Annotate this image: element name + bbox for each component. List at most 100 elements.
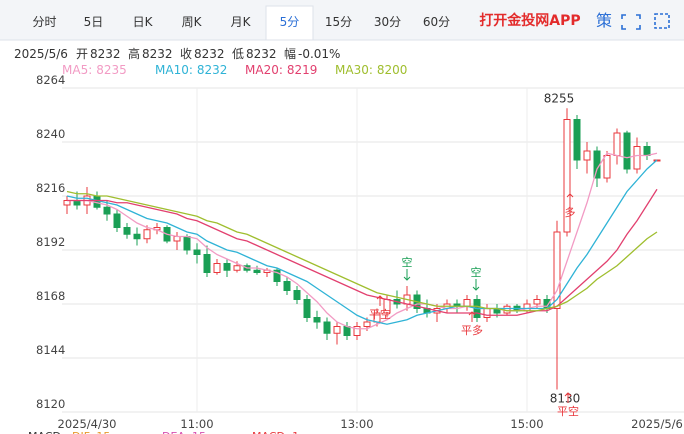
y-tick-label: 8144	[36, 343, 65, 357]
candle-body	[353, 326, 361, 336]
tab[interactable]: 60分	[423, 15, 450, 29]
ma-line	[66, 190, 658, 312]
candle-body	[583, 150, 591, 161]
signal-label: 平空	[557, 404, 579, 418]
candle-body	[463, 299, 471, 307]
legend-separator: :	[279, 63, 283, 77]
legend-entry: MA5: 8235	[62, 63, 127, 77]
candle-body	[603, 155, 611, 179]
candle-body	[533, 299, 541, 305]
candle-body	[273, 269, 281, 282]
info-label: 幅	[284, 46, 296, 61]
signal-label: 多	[565, 205, 576, 219]
legend-value: 8200	[377, 63, 408, 77]
ma-line	[67, 152, 658, 330]
candle-body	[573, 119, 581, 161]
ma-line	[67, 188, 658, 316]
legend-value: 8232	[197, 63, 228, 77]
candle-body	[633, 146, 641, 170]
signal-label: 平空	[369, 307, 391, 321]
x-tick-label: 2025/4/30	[58, 417, 117, 431]
legend-name: MA30	[335, 63, 369, 77]
menu-icon[interactable]	[654, 13, 670, 29]
y-tick-label: 8168	[36, 289, 65, 303]
tab[interactable]: 月K	[231, 15, 252, 29]
signal-label: 空	[402, 255, 413, 269]
info-label: 收	[180, 47, 192, 61]
legend-name: MA5	[62, 63, 88, 77]
ma-line	[66, 159, 658, 325]
candle-body	[343, 326, 351, 336]
candle-body	[333, 326, 341, 334]
legend-entry: MA10: 8232	[155, 63, 227, 77]
candle-body	[223, 263, 231, 271]
tab[interactable]: 日K	[133, 15, 154, 29]
info-label: 开	[76, 47, 88, 61]
info-date: 2025/5/6	[14, 47, 68, 61]
expand-icon[interactable]	[621, 14, 641, 30]
min-label: 8130	[550, 392, 581, 406]
tab[interactable]: 分时	[32, 15, 56, 29]
info-value: 8232	[90, 47, 121, 61]
info-label: 低	[232, 47, 244, 61]
candle-body	[233, 265, 241, 271]
info-value: 8232	[246, 47, 277, 61]
signal-arrow	[472, 279, 480, 291]
tab[interactable]: 周K	[182, 15, 203, 29]
candle-body	[103, 206, 111, 215]
candle-body	[313, 317, 321, 323]
app-link[interactable]: 打开金投网APP	[479, 12, 580, 29]
info-value: -0.01%	[298, 47, 340, 61]
tab[interactable]: 30分	[374, 15, 401, 29]
y-tick-label: 8240	[36, 127, 65, 141]
legend-value: 8235	[96, 63, 127, 77]
signal-label: 平多	[461, 323, 483, 337]
y-tick-label: 8120	[36, 397, 65, 411]
signal-arrow	[403, 269, 411, 281]
y-tick-label: 8264	[36, 73, 65, 87]
candle-body	[143, 229, 151, 240]
legend-value: 8219	[287, 63, 318, 77]
legend-separator: :	[88, 63, 92, 77]
candle-body	[73, 200, 81, 206]
legend-separator: :	[189, 63, 193, 77]
candle-body	[113, 213, 121, 228]
strategy-button[interactable]: 策	[596, 11, 612, 30]
indicator-label: MACD	[28, 430, 61, 434]
x-tick-label: 2025/5/6	[631, 417, 683, 431]
tab[interactable]: 15分	[325, 15, 352, 29]
active-tab-bg	[265, 5, 314, 41]
candle-body	[253, 269, 261, 273]
info-label: 高	[128, 46, 140, 61]
candle-body	[623, 132, 631, 170]
info-value: 8232	[194, 47, 225, 61]
candle-body	[563, 119, 571, 233]
signal-arrow	[566, 193, 574, 204]
tab[interactable]: 5分	[280, 15, 300, 29]
candle-body	[123, 227, 131, 235]
x-tick-label: 13:00	[340, 417, 373, 431]
candle-body	[63, 200, 71, 206]
indicator-label: DIF: 15	[72, 430, 110, 434]
candle-body	[483, 308, 491, 318]
candle-body	[643, 146, 651, 156]
signal-arrow	[376, 295, 384, 306]
candle-body	[173, 236, 181, 242]
candle-body	[213, 263, 221, 273]
candle-body	[363, 321, 371, 327]
candle-body	[203, 254, 211, 273]
candle-body	[613, 132, 621, 156]
candle-body	[183, 236, 191, 251]
candle-body	[303, 299, 311, 318]
candle-body	[283, 281, 291, 291]
max-label: 8255	[544, 91, 575, 105]
candle-body	[293, 290, 301, 300]
signal-label: 空	[471, 265, 482, 279]
y-tick-label: 8192	[36, 235, 65, 249]
tab[interactable]: 5日	[84, 15, 104, 29]
signal-arrow	[468, 311, 476, 322]
indicator-label: MACD: 1	[252, 430, 299, 434]
x-tick-label: 15:00	[510, 417, 543, 431]
legend-separator: :	[369, 63, 373, 77]
